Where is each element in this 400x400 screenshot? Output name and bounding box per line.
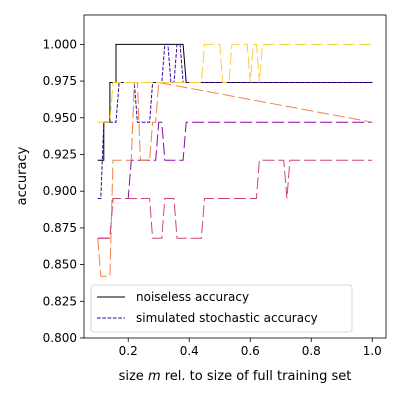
legend-label-stochastic: simulated stochastic accuracy xyxy=(136,311,318,325)
x-tick-label: 0.6 xyxy=(241,344,260,358)
y-tick-label: 0.850 xyxy=(43,258,77,272)
legend-label-noiseless: noiseless accuracy xyxy=(136,290,249,304)
series-line-5 xyxy=(97,43,373,123)
y-axis-ticks: 0.800 0.825 0.850 0.875 0.900 0.925 0.950 0.975… xyxy=(43,37,84,345)
axes-frame xyxy=(83,14,387,339)
y-tick-label: 0.950 xyxy=(43,111,77,125)
series-line-2 xyxy=(97,121,373,239)
y-tick-label: 0.900 xyxy=(43,184,77,198)
y-tick-label: 0.925 xyxy=(43,147,77,161)
x-axis-label-prefix: size xyxy=(119,369,148,384)
y-tick-label: 0.975 xyxy=(43,74,77,88)
series-line-3 xyxy=(97,159,373,239)
x-axis-label-variable: m xyxy=(148,369,161,384)
legend-box xyxy=(90,284,353,333)
x-tick-label: 1.0 xyxy=(363,344,382,358)
x-axis-label-suffix: rel. to size of full training set xyxy=(161,369,352,384)
y-tick-label: 0.825 xyxy=(43,294,77,308)
x-axis-label: size m rel. to size of full training set xyxy=(119,369,352,384)
x-tick-label: 0.2 xyxy=(119,344,138,358)
series-line-4 xyxy=(97,81,373,277)
series-line-1 xyxy=(97,43,373,199)
y-axis-label: accuracy xyxy=(15,146,30,205)
series-layer xyxy=(97,43,373,277)
y-tick-label: 1.000 xyxy=(43,37,77,51)
y-tick-label: 0.800 xyxy=(43,331,77,345)
x-tick-label: 0.8 xyxy=(302,344,321,358)
x-tick-label: 0.4 xyxy=(180,344,199,358)
y-tick-label: 0.875 xyxy=(43,221,77,235)
legend: noiseless accuracy simulated stochastic … xyxy=(90,284,353,333)
x-axis-ticks: 0.2 0.4 0.6 0.8 1.0 xyxy=(119,338,382,358)
